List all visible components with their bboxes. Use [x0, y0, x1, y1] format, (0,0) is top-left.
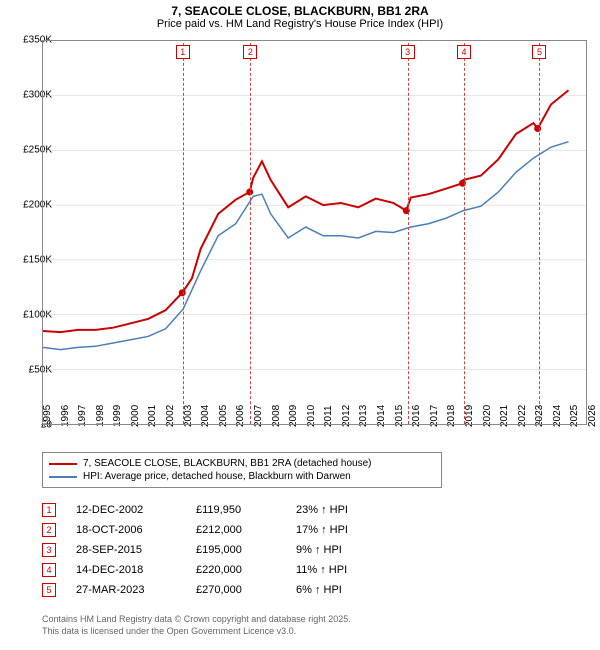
event-price: £119,950 — [196, 504, 276, 516]
event-price: £270,000 — [196, 584, 276, 596]
event-row: 2 18-OCT-2006 £212,000 17% ↑ HPI — [42, 520, 386, 540]
event-price: £220,000 — [196, 564, 276, 576]
event-delta: 17% ↑ HPI — [296, 524, 386, 536]
event-number-box: 5 — [42, 583, 56, 597]
event-date: 18-OCT-2006 — [76, 524, 176, 536]
event-price: £212,000 — [196, 524, 276, 536]
event-marker-line — [183, 43, 184, 424]
event-row: 5 27-MAR-2023 £270,000 6% ↑ HPI — [42, 580, 386, 600]
legend: 7, SEACOLE CLOSE, BLACKBURN, BB1 2RA (de… — [42, 452, 442, 488]
event-number-box: 3 — [42, 543, 56, 557]
event-marker-line — [250, 43, 251, 424]
event-number-box: 1 — [42, 503, 56, 517]
event-table: 1 12-DEC-2002 £119,950 23% ↑ HPI 2 18-OCT-200… — [42, 500, 386, 600]
chart-subtitle: Price paid vs. HM Land Registry's House … — [0, 18, 600, 34]
event-delta: 23% ↑ HPI — [296, 504, 386, 516]
event-marker-line — [408, 43, 409, 424]
event-marker-number: 1 — [176, 45, 190, 59]
event-marker-line — [464, 43, 465, 424]
event-marker-number: 4 — [457, 45, 471, 59]
event-marker-line — [539, 43, 540, 424]
event-marker-number: 5 — [532, 45, 546, 59]
legend-label: 7, SEACOLE CLOSE, BLACKBURN, BB1 2RA (de… — [83, 458, 371, 469]
event-date: 27-MAR-2023 — [76, 584, 176, 596]
event-marker-number: 3 — [401, 45, 415, 59]
legend-row: 7, SEACOLE CLOSE, BLACKBURN, BB1 2RA (de… — [49, 457, 435, 470]
event-date: 14-DEC-2018 — [76, 564, 176, 576]
event-row: 3 28-SEP-2015 £195,000 9% ↑ HPI — [42, 540, 386, 560]
event-date: 28-SEP-2015 — [76, 544, 176, 556]
event-number-box: 4 — [42, 563, 56, 577]
chart-plot-area: 1 2 3 4 5 — [42, 40, 587, 425]
footer-attribution: Contains HM Land Registry data © Crown c… — [42, 614, 351, 637]
event-delta: 9% ↑ HPI — [296, 544, 386, 556]
legend-swatch — [49, 463, 77, 465]
event-row: 4 14-DEC-2018 £220,000 11% ↑ HPI — [42, 560, 386, 580]
legend-label: HPI: Average price, detached house, Blac… — [83, 471, 351, 482]
event-date: 12-DEC-2002 — [76, 504, 176, 516]
legend-swatch — [49, 476, 77, 478]
event-price: £195,000 — [196, 544, 276, 556]
event-delta: 6% ↑ HPI — [296, 584, 386, 596]
legend-row: HPI: Average price, detached house, Blac… — [49, 470, 435, 483]
event-delta: 11% ↑ HPI — [296, 564, 386, 576]
event-number-box: 2 — [42, 523, 56, 537]
x-axis-label: 2026 — [587, 405, 598, 427]
event-row: 1 12-DEC-2002 £119,950 23% ↑ HPI — [42, 500, 386, 520]
chart-title: 7, SEACOLE CLOSE, BLACKBURN, BB1 2RA — [0, 0, 600, 18]
event-marker-number: 2 — [243, 45, 257, 59]
